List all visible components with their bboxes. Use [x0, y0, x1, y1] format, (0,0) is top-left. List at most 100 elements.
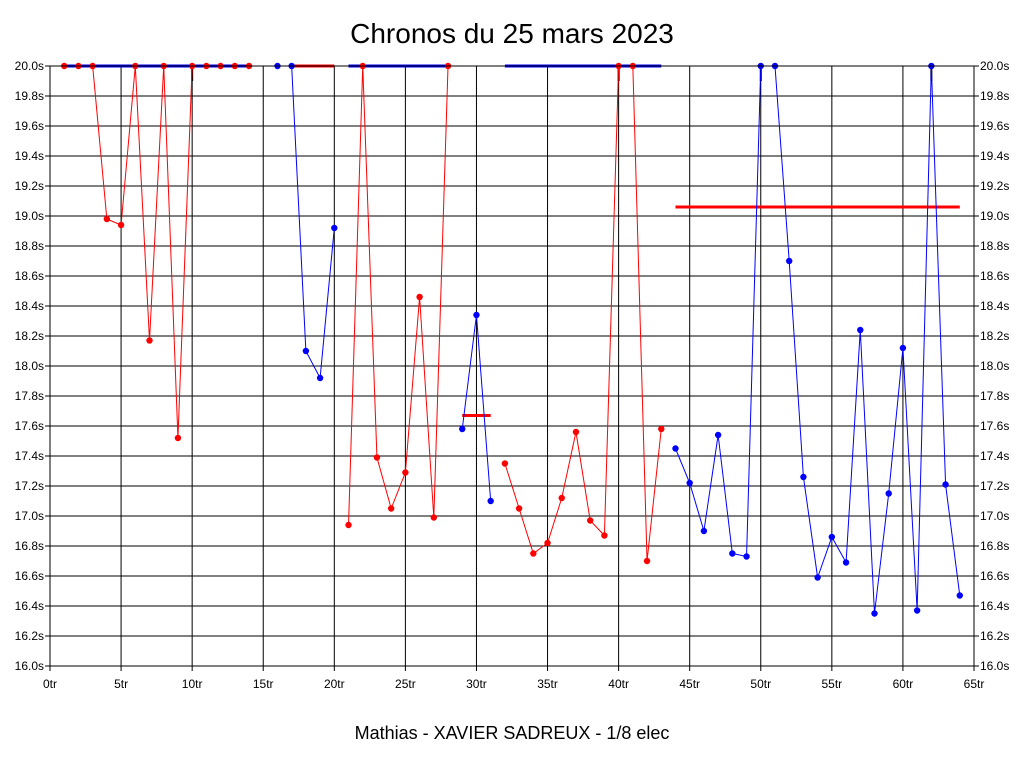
- y-tick-label-left: 17.6s: [15, 419, 44, 433]
- y-tick-label-right: 18.0s: [980, 359, 1009, 373]
- x-tick-label: 15tr: [253, 677, 274, 691]
- y-tick-label-left: 19.6s: [15, 119, 44, 133]
- y-tick-label-right: 18.6s: [980, 269, 1009, 283]
- y-tick-label-left: 20.0s: [15, 59, 44, 73]
- data-point: [515, 505, 523, 512]
- y-tick-label-right: 16.4s: [980, 599, 1009, 613]
- data-point: [117, 221, 125, 229]
- y-axis-right-ticks: 16.0s 16.2s 16.4s 16.6s 16.8s 17.0s 17.2s 17.4s…: [974, 59, 1009, 673]
- x-tick-label: 0tr: [43, 677, 57, 691]
- y-tick-label-left: 17.2s: [15, 479, 44, 493]
- data-point: [586, 517, 594, 524]
- data-point: [103, 215, 111, 223]
- data-point: [373, 454, 381, 461]
- data-point: [786, 257, 793, 265]
- y-tick-label-left: 18.0s: [15, 359, 44, 373]
- data-point: [316, 374, 324, 382]
- data-point: [530, 550, 537, 557]
- series-line: [64, 65, 193, 439]
- x-tick-label: 65tr: [964, 677, 985, 691]
- data-point: [885, 490, 892, 497]
- data-point: [572, 428, 580, 436]
- y-tick-label-right: 16.8s: [980, 539, 1009, 553]
- data-point: [331, 224, 338, 232]
- y-tick-label-right: 19.6s: [980, 119, 1009, 133]
- y-tick-label-left: 17.4s: [15, 449, 44, 463]
- x-tick-label: 10tr: [182, 677, 203, 691]
- y-tick-label-left: 19.8s: [15, 89, 44, 103]
- y-tick-label-left: 19.0s: [15, 209, 44, 223]
- y-tick-label-left: 17.0s: [15, 509, 44, 523]
- data-point: [430, 514, 438, 521]
- data-point: [146, 337, 153, 344]
- series-line: [504, 65, 662, 562]
- data-point: [402, 469, 409, 476]
- x-axis-ticks: 0tr 5tr 10tr 15tr 20tr 25tr 30tr 35tr 40tr 45tr 50…: [43, 666, 984, 691]
- data-point: [942, 481, 949, 488]
- plot-frame: [49, 65, 975, 667]
- data-point: [871, 610, 878, 617]
- data-point: [558, 494, 565, 502]
- y-tick-label-left: 17.8s: [15, 389, 44, 403]
- y-tick-label-right: 19.0s: [980, 209, 1009, 223]
- y-tick-label-left: 19.2s: [15, 179, 44, 193]
- y-axis-left-ticks: 16.0s 16.2s 16.4s 16.6s 16.8s 17.0s 17.2s 17.4s…: [15, 59, 50, 673]
- data-point: [487, 497, 494, 505]
- data-point: [899, 344, 907, 352]
- vertical-marks: [191, 66, 933, 81]
- y-tick-label-left: 18.8s: [15, 239, 44, 253]
- y-tick-label-right: 19.8s: [980, 89, 1009, 103]
- data-point: [345, 521, 352, 529]
- data-point: [686, 479, 693, 487]
- reference-lines: [64, 64, 960, 417]
- data-point: [842, 559, 850, 566]
- data-point: [501, 460, 509, 467]
- series-line: [675, 65, 961, 614]
- x-tick-label: 60tr: [893, 677, 914, 691]
- x-tick-label: 55tr: [822, 677, 843, 691]
- x-tick-label: 50tr: [750, 677, 771, 691]
- series-line: [348, 65, 449, 526]
- data-point: [913, 607, 921, 614]
- y-tick-label-right: 18.2s: [980, 329, 1009, 343]
- y-tick-label-right: 16.2s: [980, 629, 1009, 643]
- x-tick-label: 40tr: [608, 677, 629, 691]
- y-tick-label-left: 18.2s: [15, 329, 44, 343]
- data-point: [729, 550, 736, 557]
- data-point: [743, 553, 750, 560]
- y-tick-label-right: 18.4s: [980, 299, 1009, 313]
- data-point: [658, 425, 665, 433]
- y-tick-label-right: 16.0s: [980, 659, 1009, 673]
- y-tick-label-right: 16.6s: [980, 569, 1009, 583]
- y-tick-label-right: 18.8s: [980, 239, 1009, 253]
- grid: [49, 65, 975, 667]
- y-tick-label-left: 19.4s: [15, 149, 44, 163]
- data-point: [828, 533, 836, 541]
- data-point: [174, 434, 182, 442]
- series-line: [277, 65, 335, 380]
- y-tick-label-right: 17.2s: [980, 479, 1009, 493]
- y-tick-label-left: 16.4s: [15, 599, 44, 613]
- data-point: [714, 431, 722, 439]
- data-point: [601, 532, 608, 539]
- data-point: [302, 347, 310, 355]
- chart-title: Chronos du 25 mars 2023: [350, 18, 674, 49]
- data-point: [387, 505, 395, 512]
- y-tick-label-right: 19.4s: [980, 149, 1009, 163]
- y-tick-label-right: 20.0s: [980, 59, 1009, 73]
- data-point: [857, 326, 864, 334]
- y-tick-label-right: 17.4s: [980, 449, 1009, 463]
- x-tick-label: 5tr: [114, 677, 128, 691]
- x-tick-label: 20tr: [324, 677, 345, 691]
- x-tick-label: 30tr: [466, 677, 487, 691]
- data-point: [814, 574, 821, 581]
- data-point: [473, 311, 480, 319]
- chart-subtitle: Mathias - XAVIER SADREUX - 1/8 elec: [355, 723, 670, 743]
- y-tick-label-left: 16.6s: [15, 569, 44, 583]
- y-tick-label-right: 17.8s: [980, 389, 1009, 403]
- y-tick-label-right: 19.2s: [980, 179, 1009, 193]
- x-tick-label: 45tr: [679, 677, 700, 691]
- data-point: [672, 445, 679, 452]
- y-tick-label-left: 18.6s: [15, 269, 44, 283]
